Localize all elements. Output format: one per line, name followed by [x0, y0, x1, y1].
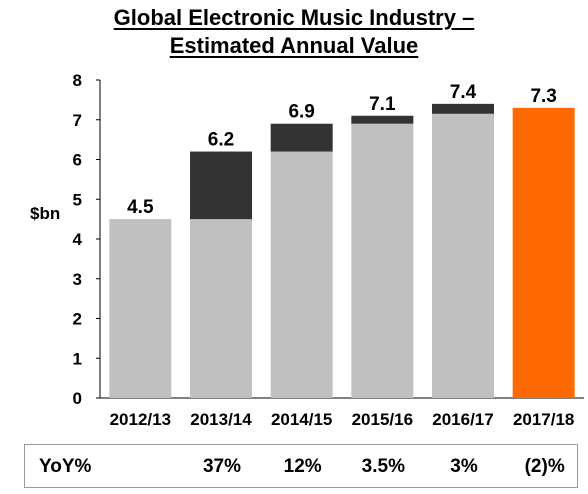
- y-tick-label: 5: [73, 190, 82, 209]
- bar-value-label: 7.3: [530, 86, 556, 107]
- bar-segment: [270, 151, 333, 398]
- chart-title-line2: Estimated Annual Value: [169, 33, 419, 58]
- yoy-value: (2)%: [524, 456, 565, 477]
- y-tick-label: 0: [73, 389, 82, 408]
- bar-segment: [351, 115, 414, 124]
- bar-segment: [432, 103, 494, 114]
- y-tick-label: 4: [73, 230, 83, 249]
- yoy-value: 3%: [450, 456, 478, 477]
- bar-segment: [432, 113, 494, 398]
- y-tick-label: 8: [73, 71, 82, 90]
- bar-segment: [270, 123, 333, 152]
- bar-segment: [351, 123, 414, 398]
- bar-segment: [109, 219, 172, 398]
- y-tick-label: 1: [73, 349, 82, 368]
- bar-value-label: 4.5: [127, 197, 154, 218]
- y-tick-label: 3: [73, 270, 82, 289]
- bar-segment: [190, 151, 252, 220]
- bar-segment: [190, 219, 252, 398]
- bar-chart: 0 1 2 3 4 5 6 7 8 $bn 4.5 2012/13 6.2 2013/14 6.9 2014/…: [30, 71, 584, 429]
- x-tick-label: 2017/18: [513, 410, 574, 429]
- x-tick-label: 2014/15: [271, 410, 332, 429]
- y-axis-label: $bn: [30, 204, 60, 223]
- x-tick-label: 2013/14: [190, 410, 252, 429]
- y-tick-label: 7: [73, 111, 82, 130]
- bar-segment: [512, 107, 575, 398]
- yoy-value: 37%: [202, 456, 242, 477]
- bar-value-label: 6.9: [288, 102, 314, 123]
- yoy-value: 12%: [283, 456, 322, 477]
- x-tick-label: 2015/16: [352, 410, 413, 429]
- x-tick-label: 2016/17: [432, 410, 493, 429]
- y-tick-label: 2: [73, 310, 82, 329]
- bar-value-label: 6.2: [208, 130, 234, 151]
- bar-value-label: 7.4: [450, 82, 477, 103]
- yoy-row: YoY% 37% 12% 3.5% 3% (2)%: [24, 444, 578, 488]
- yoy-label: YoY%: [39, 456, 92, 477]
- chart-title-line1: Global Electronic Music Industry –: [113, 5, 475, 30]
- yoy-value: 3.5%: [361, 456, 405, 477]
- bar-value-label: 7.1: [369, 94, 396, 115]
- x-tick-label: 2012/13: [110, 410, 171, 429]
- y-tick-label: 6: [73, 151, 82, 170]
